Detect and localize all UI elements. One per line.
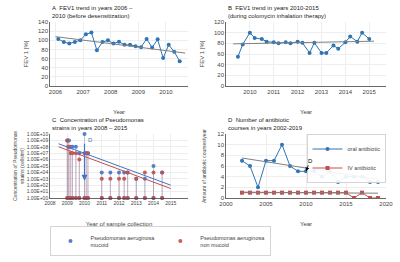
svg-text:6: 6 <box>221 163 225 169</box>
svg-text:20: 20 <box>41 74 48 80</box>
svg-text:D: D <box>308 158 313 164</box>
svg-text:Year of sample collection: Year of sample collection <box>86 221 152 227</box>
svg-text:Pseudomonas aeruginosamucoid: Pseudomonas aeruginosamucoid <box>91 235 156 248</box>
svg-text:1.00E+07: 1.00E+07 <box>27 150 49 156</box>
svg-text:C Concentration of Pseudomona: C Concentration of Pseudomonasstrains in… <box>52 117 144 131</box>
svg-text:2008: 2008 <box>104 89 118 95</box>
svg-text:2005: 2005 <box>259 201 273 207</box>
svg-text:4: 4 <box>221 174 225 180</box>
svg-text:100: 100 <box>38 37 49 43</box>
svg-text:Year: Year <box>300 221 312 227</box>
svg-text:2015: 2015 <box>165 200 176 206</box>
svg-text:1.00E+05: 1.00E+05 <box>27 163 49 169</box>
svg-text:2011: 2011 <box>96 200 107 206</box>
svg-text:Amount of antibiotic courses/y: Amount of antibiotic courses/year <box>201 129 207 203</box>
svg-text:120: 120 <box>214 19 225 25</box>
svg-text:2014: 2014 <box>339 89 353 95</box>
svg-text:2010: 2010 <box>79 200 90 206</box>
svg-text:oral antibiotic: oral antibiotic <box>348 146 381 152</box>
svg-text:80: 80 <box>217 40 224 46</box>
svg-text:2012: 2012 <box>113 200 124 206</box>
svg-text:2014: 2014 <box>148 200 159 206</box>
svg-text:2009: 2009 <box>62 200 73 206</box>
svg-text:IV antibiotic: IV antibiotic <box>348 165 377 171</box>
svg-text:2006: 2006 <box>49 89 63 95</box>
svg-text:2013: 2013 <box>131 200 142 206</box>
svg-text:60: 60 <box>41 56 48 62</box>
svg-text:2008: 2008 <box>44 200 55 206</box>
svg-text:Concentration of Pseudomonasst: Concentration of Pseudomonasstrains (cel… <box>12 130 25 201</box>
svg-text:10: 10 <box>217 142 224 148</box>
svg-text:B FEV1 trend in years 2010-20: B FEV1 trend in years 2010-2015(during c… <box>228 5 326 19</box>
svg-text:100: 100 <box>214 30 225 36</box>
svg-text:2007: 2007 <box>76 89 90 95</box>
svg-text:120: 120 <box>38 28 49 34</box>
svg-text:2009: 2009 <box>132 89 146 95</box>
svg-text:2: 2 <box>221 184 225 190</box>
svg-text:1.00E+10: 1.00E+10 <box>27 131 49 137</box>
svg-text:1.00E+04: 1.00E+04 <box>27 169 49 175</box>
svg-text:1.00E+01: 1.00E+01 <box>27 188 49 194</box>
svg-text:FEV 1 [%]: FEV 1 [%] <box>199 40 205 67</box>
svg-text:0: 0 <box>221 83 225 89</box>
svg-text:2015: 2015 <box>339 201 353 207</box>
svg-text:40: 40 <box>217 62 224 68</box>
svg-text:1.00E+08: 1.00E+08 <box>27 144 49 150</box>
svg-text:0: 0 <box>45 83 49 89</box>
svg-text:80: 80 <box>41 47 48 53</box>
svg-text:60: 60 <box>217 51 224 57</box>
svg-text:2012: 2012 <box>291 89 305 95</box>
svg-text:40: 40 <box>41 65 48 71</box>
svg-text:2020: 2020 <box>379 201 393 207</box>
svg-text:A FEV1 trend in years 2006 –2: A FEV1 trend in years 2006 –2010 (before… <box>52 5 133 19</box>
svg-text:Pseudomonas aeruginosanon muco: Pseudomonas aeruginosanon mucoid <box>200 235 265 248</box>
svg-text:2015: 2015 <box>363 89 377 95</box>
svg-text:FEV 1 [%]: FEV 1 [%] <box>23 40 29 67</box>
svg-text:1.00E+00: 1.00E+00 <box>27 195 49 201</box>
svg-text:1.00E+09: 1.00E+09 <box>27 137 49 143</box>
svg-text:140: 140 <box>38 19 49 25</box>
svg-text:1.00E+06: 1.00E+06 <box>27 156 49 162</box>
svg-text:20: 20 <box>217 72 224 78</box>
svg-text:2013: 2013 <box>315 89 329 95</box>
svg-text:1.00E+02: 1.00E+02 <box>27 182 49 188</box>
svg-text:1.00E+03: 1.00E+03 <box>27 176 49 182</box>
svg-text:Year: Year <box>113 109 125 115</box>
svg-text:2011: 2011 <box>267 89 281 95</box>
svg-text:Year: Year <box>300 109 312 115</box>
svg-text:8: 8 <box>221 152 225 158</box>
svg-text:2010: 2010 <box>299 201 313 207</box>
svg-text:12: 12 <box>217 131 224 137</box>
svg-text:0: 0 <box>221 195 225 201</box>
svg-text:D: D <box>88 137 93 143</box>
svg-text:2010: 2010 <box>243 89 257 95</box>
svg-text:2000: 2000 <box>219 201 233 207</box>
svg-text:2010: 2010 <box>159 89 173 95</box>
svg-text:D Number of antibioticcourses: D Number of antibioticcourses in years 2… <box>228 117 303 131</box>
